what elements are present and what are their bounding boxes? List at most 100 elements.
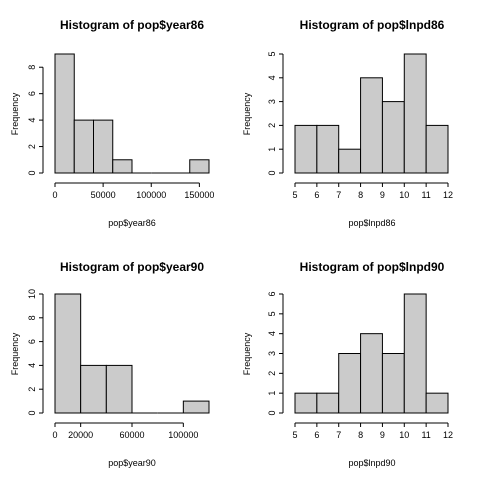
x-tick-label: 7 — [336, 190, 341, 200]
y-axis-label: Frequency — [10, 92, 20, 135]
y-tick-label: 10 — [27, 289, 37, 299]
y-tick-label: 6 — [27, 91, 37, 96]
y-tick-label: 0 — [267, 410, 277, 415]
y-tick-label: 5 — [267, 51, 277, 56]
y-tick-label: 5 — [267, 311, 277, 316]
panel-title: Histogram of pop$lnpd90 — [300, 260, 445, 274]
histogram-bar — [316, 124, 340, 174]
x-tick-label: 12 — [443, 190, 453, 200]
x-tick-label: 60000 — [119, 430, 144, 440]
x-tick-label: 11 — [421, 430, 430, 440]
y-tick-label: 2 — [267, 371, 277, 376]
bars — [54, 53, 210, 174]
y-axis-label: Frequency — [242, 92, 252, 135]
x-axis: 5 6 7 8 9 10 11 12 — [292, 422, 453, 440]
y-tick-label: 0 — [27, 170, 37, 175]
panel-title: Histogram of pop$year86 — [60, 18, 204, 32]
y-tick-label: 4 — [27, 118, 37, 123]
x-axis-label: pop$year90 — [108, 458, 156, 468]
y-tick-label: 3 — [267, 351, 277, 356]
bars — [294, 53, 449, 174]
x-axis-label: pop$lnpd86 — [348, 218, 395, 228]
histogram-bar — [360, 333, 383, 414]
histogram-bar — [80, 364, 107, 414]
histogram-bar — [403, 293, 427, 414]
histogram-bar — [189, 159, 210, 174]
x-tick-label: 9 — [380, 190, 385, 200]
y-tick-label: 2 — [27, 144, 37, 149]
y-tick-label: 4 — [27, 363, 37, 368]
x-tick-label: 8 — [358, 430, 363, 440]
x-tick-label: 7 — [336, 430, 341, 440]
histogram-bar — [93, 119, 114, 174]
histogram-bar — [105, 364, 133, 414]
panel-year90: Histogram of pop$year90 Frequency pop$ye… — [10, 260, 210, 468]
x-axis-label: pop$year86 — [108, 218, 156, 228]
y-axis: 0 2 4 6 8 — [27, 65, 44, 176]
y-tick-label: 6 — [27, 339, 37, 344]
x-tick-label: 50000 — [91, 190, 116, 200]
y-tick-label: 8 — [27, 65, 37, 70]
y-tick-label: 8 — [27, 315, 37, 320]
histogram-bar — [112, 159, 133, 174]
histogram-bar — [381, 101, 405, 174]
x-tick-label: 0 — [52, 430, 57, 440]
x-tick-label: 6 — [314, 430, 319, 440]
histogram-bar — [294, 124, 318, 174]
y-tick-label: 0 — [267, 170, 277, 175]
y-axis-label: Frequency — [242, 332, 252, 375]
x-axis-label: pop$lnpd90 — [348, 458, 395, 468]
histogram-bar — [338, 353, 362, 414]
histogram-bar — [73, 119, 94, 174]
histogram-bar — [54, 293, 82, 414]
y-tick-label: 2 — [267, 123, 277, 128]
y-axis-label: Frequency — [10, 332, 20, 375]
panel-title: Histogram of pop$lnpd86 — [300, 18, 445, 32]
histogram-bar — [381, 353, 405, 414]
histogram-bar — [425, 392, 449, 414]
panel-title: Histogram of pop$year90 — [60, 260, 204, 274]
x-axis: 0 50000 100000 150000 — [52, 182, 214, 200]
x-tick-label: 6 — [314, 190, 319, 200]
y-tick-label: 4 — [267, 331, 277, 336]
histogram-bar — [182, 400, 210, 414]
x-tick-label: 10 — [399, 430, 409, 440]
panel-year86: Histogram of pop$year86 Frequency pop$ye… — [10, 18, 214, 228]
y-tick-label: 2 — [27, 387, 37, 392]
histogram-bar — [338, 148, 362, 174]
y-axis: 0 2 4 6 8 10 — [27, 289, 44, 416]
x-tick-label: 100000 — [136, 190, 166, 200]
histogram-bar — [425, 124, 449, 174]
x-tick-label: 150000 — [184, 190, 214, 200]
x-tick-label: 12 — [443, 430, 453, 440]
x-tick-label: 5 — [292, 190, 297, 200]
x-tick-label: 20000 — [68, 430, 93, 440]
histogram-bar — [54, 53, 75, 174]
x-axis: 5 6 7 8 9 10 11 12 — [292, 182, 453, 200]
x-tick-label: 11 — [421, 190, 430, 200]
x-tick-label: 0 — [52, 190, 57, 200]
y-tick-label: 4 — [267, 75, 277, 80]
panel-lnpd90: Histogram of pop$lnpd90 Frequency pop$ln… — [242, 260, 453, 468]
y-tick-label: 3 — [267, 99, 277, 104]
bars — [294, 293, 449, 414]
histogram-bar — [403, 53, 427, 174]
bars — [54, 293, 210, 414]
y-axis: 0 1 2 3 4 5 6 — [267, 291, 284, 416]
x-tick-label: 5 — [292, 430, 297, 440]
y-axis: 0 1 2 3 4 5 — [267, 51, 284, 176]
panel-lnpd86: Histogram of pop$lnpd86 Frequency pop$ln… — [242, 18, 453, 228]
histogram-bar — [316, 392, 340, 414]
x-tick-label: 9 — [380, 430, 385, 440]
y-tick-label: 1 — [267, 391, 277, 396]
x-tick-label: 8 — [358, 190, 363, 200]
y-tick-label: 0 — [27, 410, 37, 415]
x-axis: 0 20000 60000 100000 — [52, 422, 198, 440]
histogram-bar — [294, 392, 318, 414]
histogram-bar — [360, 77, 383, 174]
y-tick-label: 1 — [267, 147, 277, 152]
x-tick-label: 100000 — [168, 430, 198, 440]
x-tick-label: 10 — [399, 190, 409, 200]
y-tick-label: 6 — [267, 291, 277, 296]
